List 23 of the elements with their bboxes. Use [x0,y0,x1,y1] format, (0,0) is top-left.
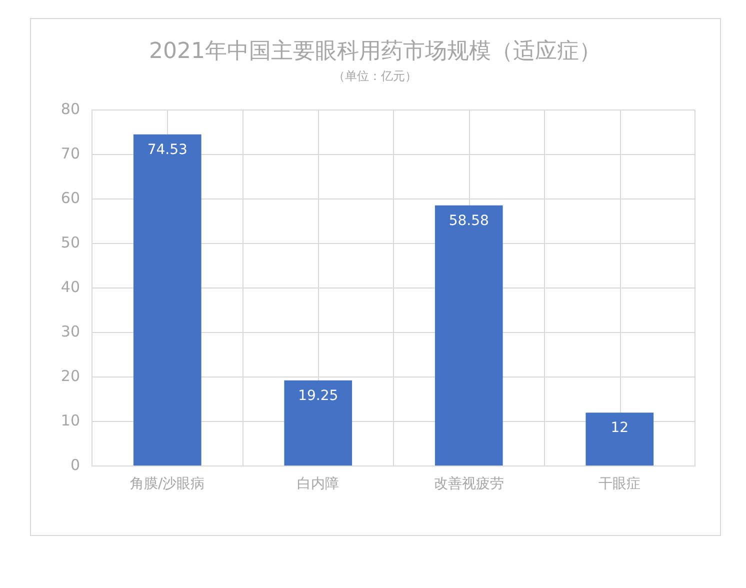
chart-title: 2021年中国主要眼科用药市场规模（适应症） [148,38,602,66]
y-tick-label: 50 [60,233,80,252]
y-tick-label: 80 [60,100,80,118]
x-tick-label: 干眼症 [598,476,641,492]
y-tick-label: 60 [60,188,80,207]
bar [284,380,352,466]
y-tick-label: 10 [60,411,80,430]
bar [434,205,503,466]
y-tick-label: 40 [60,278,80,296]
data-label: 74.53 [147,142,188,158]
y-tick-label: 0 [70,456,80,474]
y-tick-label: 30 [60,322,80,340]
bar [586,412,654,466]
chart-subtitle: （单位：亿元） [332,68,418,85]
data-label: 12 [610,420,629,436]
x-tick-label: 白内障 [297,476,340,492]
y-tick-label: 70 [60,144,80,162]
x-tick-label: 角膜/沙眼病 [130,476,205,492]
y-tick-label: 20 [60,366,80,385]
data-label: 58.58 [448,212,489,229]
data-label: 19.25 [298,388,338,404]
bar [133,134,202,466]
x-tick-label: 改善视疲劳 [434,475,504,492]
